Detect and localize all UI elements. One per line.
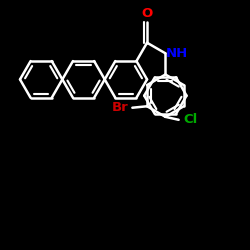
Text: O: O xyxy=(142,7,153,20)
Text: Cl: Cl xyxy=(183,113,198,126)
Text: NH: NH xyxy=(166,47,188,60)
Text: Br: Br xyxy=(112,101,129,114)
